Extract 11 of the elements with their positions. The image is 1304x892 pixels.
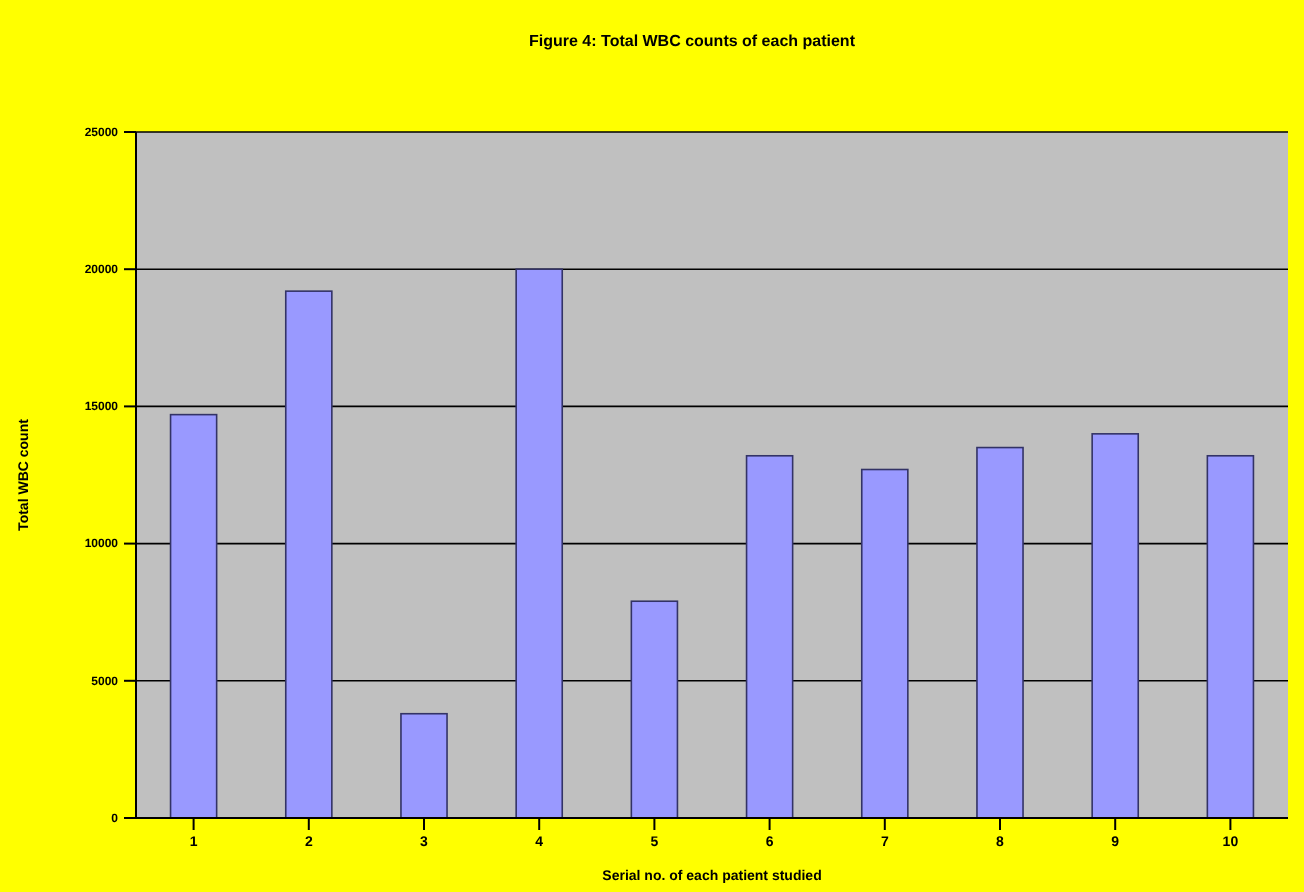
bar bbox=[515, 268, 564, 819]
chart-title: Figure 4: Total WBC counts of each patient bbox=[529, 32, 856, 50]
bar bbox=[1206, 454, 1255, 819]
bar bbox=[745, 454, 794, 819]
bar bbox=[630, 600, 679, 819]
bar bbox=[400, 712, 448, 819]
bar bbox=[169, 413, 218, 819]
bar bbox=[284, 290, 333, 819]
bar bbox=[860, 468, 909, 819]
bar bbox=[1091, 433, 1140, 819]
bar bbox=[976, 446, 1024, 819]
